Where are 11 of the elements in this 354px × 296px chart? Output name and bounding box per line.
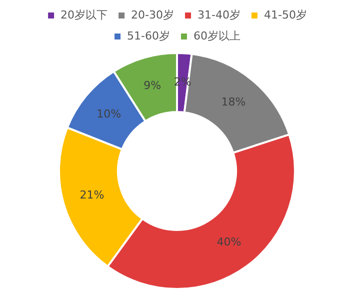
data-label: 9% — [144, 78, 162, 92]
legend-label: 41-50岁 — [264, 8, 307, 22]
legend-label: 20-30岁 — [131, 8, 174, 22]
legend-label: 51-60岁 — [127, 29, 170, 42]
data-label: 18% — [221, 96, 246, 109]
legend-label: 20岁以下 — [60, 8, 108, 22]
legend-label: 31-40岁 — [198, 8, 240, 22]
data-label: 10% — [96, 107, 122, 120]
data-label: 21% — [80, 188, 104, 202]
data-label: 40% — [216, 235, 242, 248]
legend-label: 60岁以上 — [193, 29, 240, 42]
